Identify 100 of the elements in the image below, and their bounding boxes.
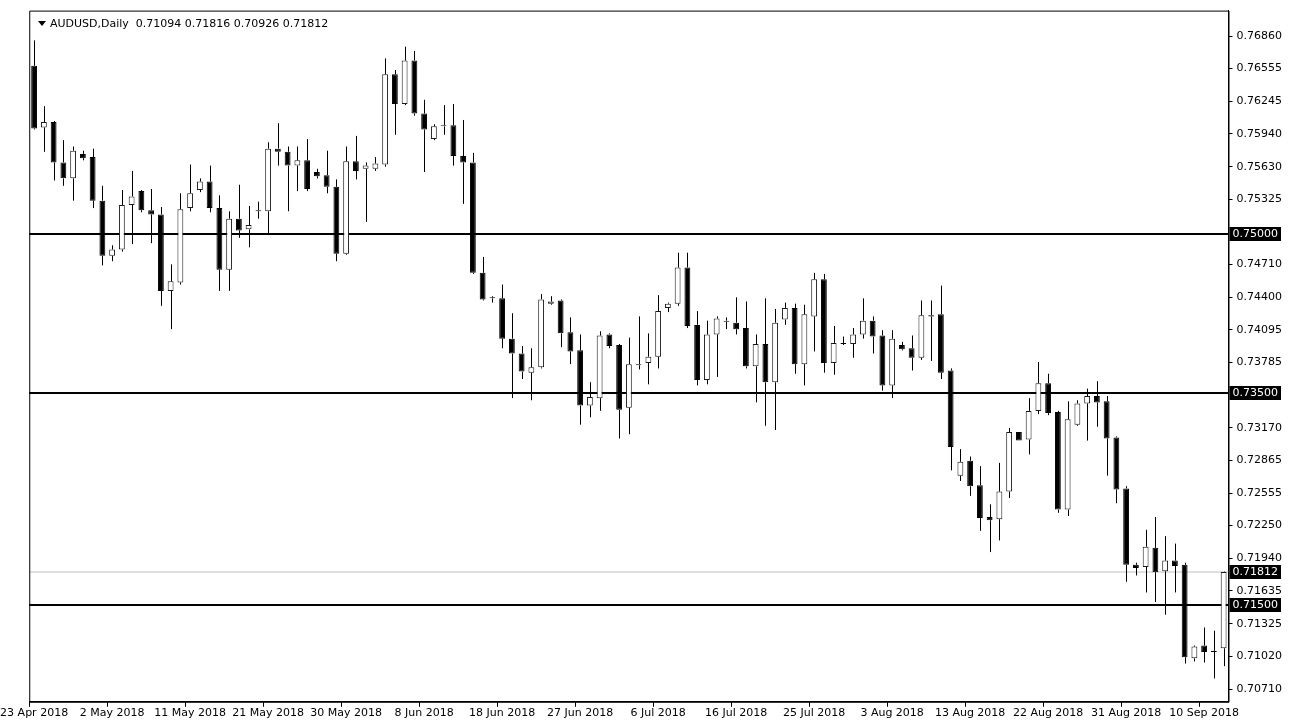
x-tick-label: 2 May 2018 — [79, 706, 145, 720]
candlestick — [742, 301, 749, 369]
candlestick — [89, 148, 96, 209]
x-tick-label: 27 Jun 2018 — [547, 706, 614, 720]
x-tick-label: 22 Aug 2018 — [1012, 706, 1084, 720]
candlestick — [421, 99, 428, 173]
candlestick — [382, 57, 389, 168]
candlestick — [957, 448, 964, 482]
candlestick — [499, 284, 506, 349]
y-tick-label: 0.74095 — [1236, 322, 1283, 336]
x-tick-label: 31 Aug 2018 — [1090, 706, 1162, 720]
y-tick-label: 0.75630 — [1236, 159, 1283, 173]
y-tick-label: 0.76860 — [1236, 28, 1283, 42]
candlestick — [655, 294, 662, 369]
candlestick — [460, 119, 467, 205]
y-tick-label: 0.72250 — [1236, 518, 1283, 532]
candlestick — [109, 244, 116, 262]
candlestick — [781, 302, 788, 326]
y-tick-label: 0.76555 — [1236, 61, 1283, 75]
candlestick — [206, 165, 213, 213]
candlestick — [391, 69, 398, 136]
candlestick — [401, 46, 408, 105]
ref-line-label: 0.71812 — [1232, 564, 1279, 578]
candlestick — [187, 164, 194, 212]
candlestick — [733, 296, 740, 335]
candlestick — [820, 273, 827, 374]
y-tick-label: 0.73785 — [1236, 355, 1283, 369]
candlestick — [411, 50, 418, 117]
candlestick — [372, 156, 379, 172]
y-tick-label: 0.73170 — [1236, 420, 1283, 434]
x-tick-label: 16 Jul 2018 — [705, 706, 768, 720]
x-tick-label: 23 Apr 2018 — [0, 706, 69, 720]
y-tick-label: 0.76245 — [1236, 94, 1283, 108]
candlestick — [859, 297, 866, 340]
x-tick-label: 30 May 2018 — [310, 706, 382, 720]
x-tick-label: 8 Jun 2018 — [394, 706, 454, 720]
ref-line-label: 0.73500 — [1232, 385, 1279, 399]
candlestick — [450, 103, 457, 167]
x-tick-label: 13 Aug 2018 — [934, 706, 1006, 720]
candlestick — [801, 304, 808, 386]
candlestick — [518, 345, 525, 380]
candlestick — [40, 105, 47, 153]
ref-line-label: 0.71500 — [1232, 597, 1279, 611]
x-tick-label: 21 May 2018 — [232, 706, 304, 720]
candlestick — [684, 252, 691, 329]
y-tick-label: 0.71325 — [1236, 616, 1283, 630]
candlestick — [919, 299, 924, 361]
candlestick — [703, 320, 710, 385]
y-tick-label: 0.71020 — [1236, 649, 1283, 662]
candlestick — [538, 293, 545, 368]
y-tick-label: 0.72865 — [1236, 453, 1283, 467]
y-tick-label: 0.74400 — [1236, 290, 1283, 304]
candlestick — [967, 456, 974, 497]
ref-line-label: 0.75000 — [1232, 226, 1279, 240]
y-tick-label: 0.74710 — [1236, 257, 1283, 271]
candlestick — [1006, 427, 1013, 499]
candlestick — [996, 462, 1003, 541]
y-tick-label: 0.75325 — [1236, 191, 1283, 205]
candlestick — [606, 334, 613, 349]
candlestick — [284, 146, 291, 212]
candlestick — [567, 316, 574, 365]
candlestick — [714, 315, 719, 378]
y-tick-label: 0.71940 — [1236, 551, 1283, 565]
candlestick — [1025, 397, 1032, 455]
y-tick-label: 0.72555 — [1236, 486, 1283, 500]
candlestick — [1054, 411, 1061, 514]
candlestick — [675, 252, 680, 307]
candlestick — [60, 139, 67, 187]
candlestick — [1123, 485, 1130, 583]
candlestick — [1113, 437, 1120, 504]
candlestick — [811, 272, 818, 352]
candlestick — [976, 465, 983, 532]
y-tick-label: 0.70710 — [1236, 681, 1283, 695]
candlestick — [1171, 543, 1178, 593]
candlestick — [791, 303, 798, 375]
candlestick — [1103, 395, 1110, 477]
x-tick-label: 10 Sep 2018 — [1169, 706, 1239, 720]
candlestick — [31, 39, 38, 129]
candlestick — [557, 300, 564, 348]
candlestick — [294, 146, 301, 192]
candlestick — [908, 335, 915, 372]
candlestick — [50, 122, 57, 181]
candlestick — [694, 310, 701, 386]
y-tick-label: 0.75940 — [1236, 126, 1283, 140]
y-tick-label: 0.71635 — [1236, 583, 1283, 597]
candlestick — [645, 332, 652, 385]
candlestick — [430, 123, 437, 140]
candlestick — [869, 315, 876, 355]
text: AUDUSD,Daily 0.71094 0.71816 0.70926 0.71812 — [50, 17, 329, 30]
candlestick — [1142, 529, 1149, 593]
x-tick-label: 3 Aug 2018 — [860, 706, 924, 720]
candlestick — [304, 138, 311, 192]
candlestick — [1152, 516, 1159, 603]
candlestick — [830, 325, 837, 376]
candlestick — [479, 256, 486, 300]
x-tick-label: 18 Jun 2018 — [469, 706, 536, 720]
candlestick — [937, 285, 944, 380]
candlestick — [1065, 400, 1070, 517]
candlestick — [1201, 626, 1208, 664]
candlestick — [138, 191, 145, 213]
